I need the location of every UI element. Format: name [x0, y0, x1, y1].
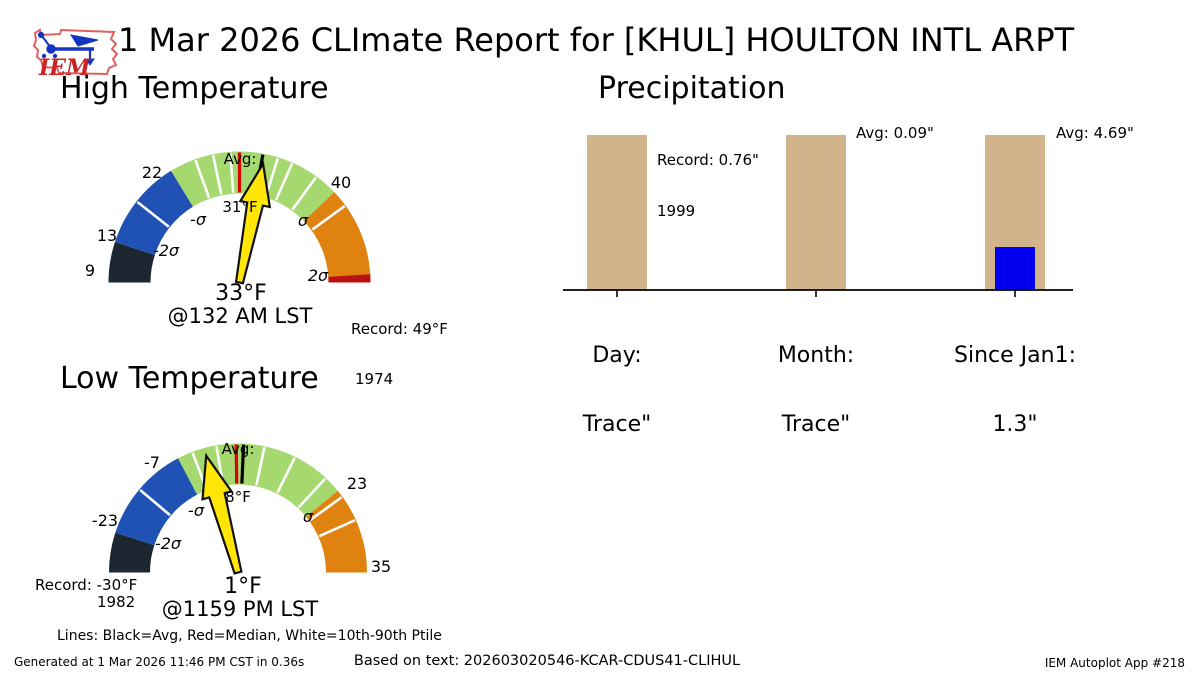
low-gauge-tick-0: -23 — [91, 510, 119, 530]
high-record-mark — [328, 274, 371, 283]
high-gauge-tick-7: 2σ — [307, 265, 329, 285]
low-gauge-tick-3: -2σ — [154, 533, 182, 553]
high-gauge-tick-6: σ — [297, 210, 309, 230]
high-avg-label-line1: Avg: — [223, 150, 257, 168]
low-gauge-tick-5: σ — [302, 506, 314, 526]
high-gauge-tick-2: 22 — [141, 162, 163, 182]
precip-value-bar-sincejan1 — [995, 247, 1035, 290]
footer-based-on-text: Based on text: 202603020546-KCAR-CDUS41-… — [353, 653, 741, 669]
page-title: 1 Mar 2026 CLImate Report for [KHUL] HOU… — [118, 21, 1075, 59]
high-avg-label: Avg: 31°F — [222, 119, 257, 247]
high-gauge-sector-0 — [108, 242, 155, 283]
low-median-line — [234, 444, 239, 484]
low-percentile-line-7 — [318, 519, 356, 538]
high-record-line2: 1974 — [355, 369, 394, 388]
low-avg-label: Avg: 8°F — [222, 409, 255, 537]
iowa-outline-logo-icon: IEM — [33, 28, 119, 81]
low-percentile-line-5 — [297, 477, 327, 509]
footer-generated-at: Generated at 1 Mar 2026 11:46 PM CST in … — [14, 655, 305, 669]
precip-day-label-line1: Day: — [592, 343, 642, 368]
high-gauge-tick-4: -2σ — [152, 240, 180, 260]
low-gauge-tick-6: 35 — [370, 556, 392, 576]
high-percentile-line-0 — [136, 200, 170, 228]
precip-heading: Precipitation — [598, 71, 786, 106]
low-gauge-tick-4: 23 — [346, 473, 368, 493]
low-avg-label-line2: 8°F — [225, 488, 251, 506]
precip-month-label: Month: Trace" — [778, 298, 854, 482]
high-gauge-tick-1: 13 — [96, 225, 118, 245]
precip-sincejan1-label: Since Jan1: 1.3" — [954, 298, 1076, 482]
low-avg-line — [240, 444, 246, 484]
low-percentile-line-0 — [139, 488, 171, 517]
low-gauge-tick-1: -7 — [144, 452, 160, 472]
precip-sincejan1-label-line2: 1.3" — [992, 412, 1038, 437]
precip-month-label-line1: Month: — [777, 343, 855, 368]
high-percentile-line-2 — [211, 154, 223, 195]
high-gauge-sector-3 — [303, 192, 371, 283]
high-reading-time: @132 AM LST — [167, 304, 313, 328]
precip-compare-bar-month — [786, 135, 846, 290]
precip-sincejan1-annotation: Avg: 4.69" — [1056, 124, 1134, 142]
low-gauge-tick-2: -σ — [188, 500, 204, 520]
low-needle — [201, 452, 243, 575]
low-reading: 1°F — [224, 574, 262, 599]
high-gauge-tick-5: 40 — [330, 172, 352, 192]
low-avg-label-line1: Avg: — [221, 440, 255, 458]
precip-month-label-line2: Trace" — [781, 412, 851, 437]
precip-day-annotation-line1: Record: 0.76" — [657, 151, 759, 169]
low-percentile-line-6 — [309, 496, 343, 522]
high-temp-heading: High Temperature — [60, 71, 329, 106]
logo-text: IEM — [38, 55, 91, 80]
precip-day-annotation-line2: 1999 — [657, 202, 696, 220]
precip-day-label: Day: Trace" — [583, 298, 651, 482]
high-reading: 33°F — [215, 281, 267, 306]
high-percentile-line-7 — [311, 205, 346, 231]
precip-sincejan1-label-line1: Since Jan1: — [954, 343, 1076, 368]
low-record-line2: 1982 — [97, 593, 136, 611]
iowa-outline — [33, 28, 119, 76]
footer-app-id: IEM Autoplot App #218 — [1044, 656, 1185, 670]
precip-day-label-line2: Trace" — [582, 412, 652, 437]
high-percentile-line-3 — [229, 152, 235, 193]
low-percentile-line-3 — [255, 446, 266, 486]
high-needle — [234, 160, 272, 285]
precip-compare-bar-day — [587, 135, 647, 290]
high-gauge-tick-3: -σ — [190, 209, 206, 229]
high-percentile-line-1 — [194, 159, 211, 199]
high-record-label: Record: 49°F 1974 — [351, 288, 448, 420]
high-record-line1: Record: 49°F — [351, 320, 448, 338]
precip-day-annotation: Record: 0.76" 1999 — [657, 118, 759, 254]
precip-month-annotation: Avg: 0.09" — [856, 124, 934, 142]
lines-legend-note: Lines: Black=Avg, Red=Median, White=10th… — [57, 628, 442, 644]
high-percentile-line-5 — [274, 163, 294, 201]
high-gauge-tick-0: 9 — [84, 260, 96, 280]
iem-logo: IEM — [8, 4, 122, 103]
low-record-line1: Record: -30°F — [35, 576, 138, 594]
low-reading-time: @1159 PM LST — [161, 597, 319, 621]
low-percentile-line-4 — [276, 457, 296, 494]
high-gauge-sector-1 — [114, 170, 193, 255]
weather-vane-icon — [38, 32, 99, 67]
low-temp-heading: Low Temperature — [60, 361, 319, 396]
high-avg-label-line2: 31°F — [222, 198, 258, 216]
low-gauge-sector-1 — [115, 458, 198, 546]
high-percentile-line-6 — [291, 176, 317, 211]
low-gauge-sector-0 — [109, 532, 155, 573]
